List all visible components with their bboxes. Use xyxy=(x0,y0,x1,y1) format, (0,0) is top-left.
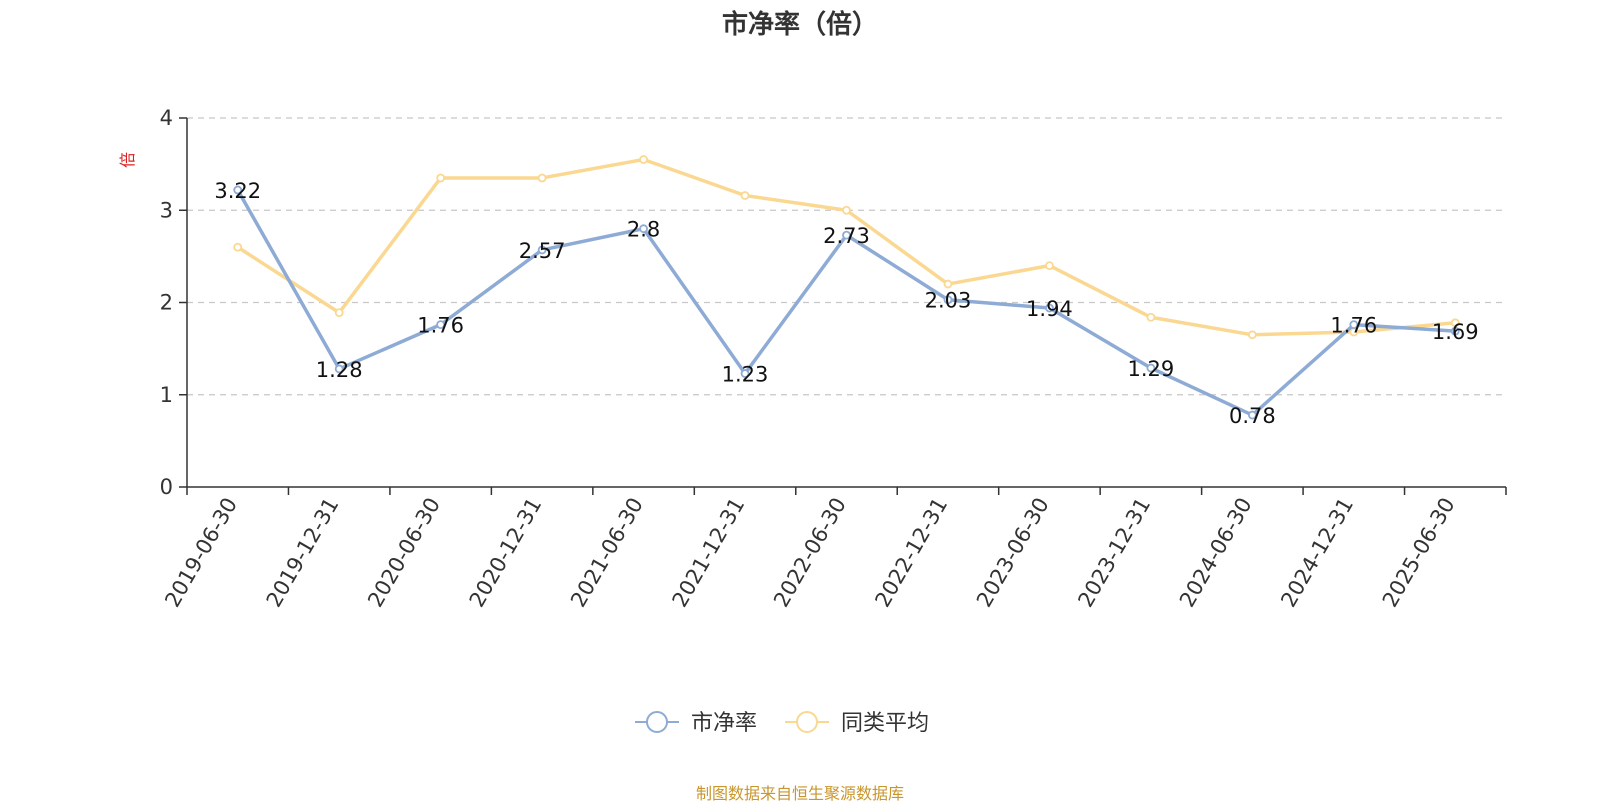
data-labels: 3.22 1.28 1.76 2.57 2.8 1.23 2.73 2.03 1.94 1.29 0… xyxy=(214,179,1478,428)
data-point[interactable] xyxy=(1450,318,1460,328)
data-label: 2.73 xyxy=(823,224,870,248)
x-tick-label: 2019-12-31 xyxy=(262,494,344,612)
data-point[interactable] xyxy=(639,224,648,234)
x-tick-label: 2023-06-30 xyxy=(972,494,1054,612)
legend-label: 市净率 xyxy=(691,711,757,736)
x-tick-label: 2021-12-31 xyxy=(668,494,750,612)
y-axis-title: 倍 xyxy=(118,152,137,168)
data-point[interactable] xyxy=(639,155,648,164)
x-tick-label: 2024-12-31 xyxy=(1276,494,1358,612)
series xyxy=(233,155,1460,420)
x-tick-label: 2020-12-31 xyxy=(465,494,547,612)
data-point[interactable] xyxy=(537,245,547,255)
x-tick-label: 2019-06-30 xyxy=(160,494,242,612)
data-point[interactable] xyxy=(1450,326,1460,336)
x-tick-label: 2022-12-31 xyxy=(870,494,952,612)
data-point[interactable] xyxy=(537,173,547,183)
data-point[interactable] xyxy=(334,364,344,374)
data-point[interactable] xyxy=(1247,410,1257,420)
y-tick-label: 3 xyxy=(160,198,173,222)
legend-item-同类平均[interactable]: 同类平均 xyxy=(785,711,929,736)
legend-marker xyxy=(796,711,818,733)
data-label: 1.76 xyxy=(1330,314,1377,338)
x-tick-label: 2022-06-30 xyxy=(769,494,851,612)
data-point[interactable] xyxy=(943,279,953,289)
x-tick-label: 2024-06-30 xyxy=(1175,494,1257,612)
data-point[interactable] xyxy=(233,242,243,252)
x-tick-label: 2020-06-30 xyxy=(363,493,445,611)
data-point[interactable] xyxy=(740,191,750,200)
data-point[interactable] xyxy=(943,295,953,305)
series-市净率 xyxy=(233,185,1460,420)
data-label: 1.29 xyxy=(1128,357,1175,381)
data-point[interactable] xyxy=(1146,312,1156,322)
data-label: 1.28 xyxy=(316,358,363,382)
chart-title: 市净率（倍） xyxy=(721,10,878,40)
x-tick-label: 2023-12-31 xyxy=(1073,494,1155,612)
data-source-note: 制图数据来自恒生聚源数据库 xyxy=(695,784,904,803)
data-point[interactable] xyxy=(1349,320,1359,330)
data-point[interactable] xyxy=(436,320,446,330)
x-tick-label: 2025-06-30 xyxy=(1378,494,1460,612)
y-tick-label: 1 xyxy=(160,383,173,407)
legend-marker xyxy=(646,711,668,733)
data-point[interactable] xyxy=(740,369,750,378)
data-label: 3.22 xyxy=(214,179,261,203)
data-point[interactable] xyxy=(1146,363,1156,373)
series-同类平均 xyxy=(233,155,1460,340)
y-tick-label: 0 xyxy=(160,475,173,499)
data-point[interactable] xyxy=(842,205,851,215)
y-tick-label: 4 xyxy=(160,106,173,130)
data-point[interactable] xyxy=(1045,303,1054,313)
data-label: 2.03 xyxy=(925,289,972,313)
grid-lines xyxy=(187,117,1506,396)
y-tick-label: 2 xyxy=(160,291,173,315)
data-label: 1.69 xyxy=(1432,320,1479,344)
data-point[interactable] xyxy=(436,173,446,183)
data-point[interactable] xyxy=(842,230,851,240)
x-tick-label: 2021-06-30 xyxy=(566,494,648,612)
data-label: 1.94 xyxy=(1026,297,1073,321)
data-label: 0.78 xyxy=(1229,404,1276,428)
legend-label: 同类平均 xyxy=(841,711,929,736)
legend-item-市净率[interactable]: 市净率 xyxy=(635,711,757,736)
data-point[interactable] xyxy=(334,308,344,318)
data-point[interactable] xyxy=(1045,261,1054,271)
data-point[interactable] xyxy=(233,185,243,195)
data-label: 1.76 xyxy=(417,314,464,338)
data-label: 2.8 xyxy=(627,218,660,242)
data-label: 1.23 xyxy=(722,363,769,387)
data-label: 2.57 xyxy=(519,239,566,263)
data-point[interactable] xyxy=(1247,330,1257,340)
legend: 市净率 同类平均 xyxy=(635,711,929,736)
